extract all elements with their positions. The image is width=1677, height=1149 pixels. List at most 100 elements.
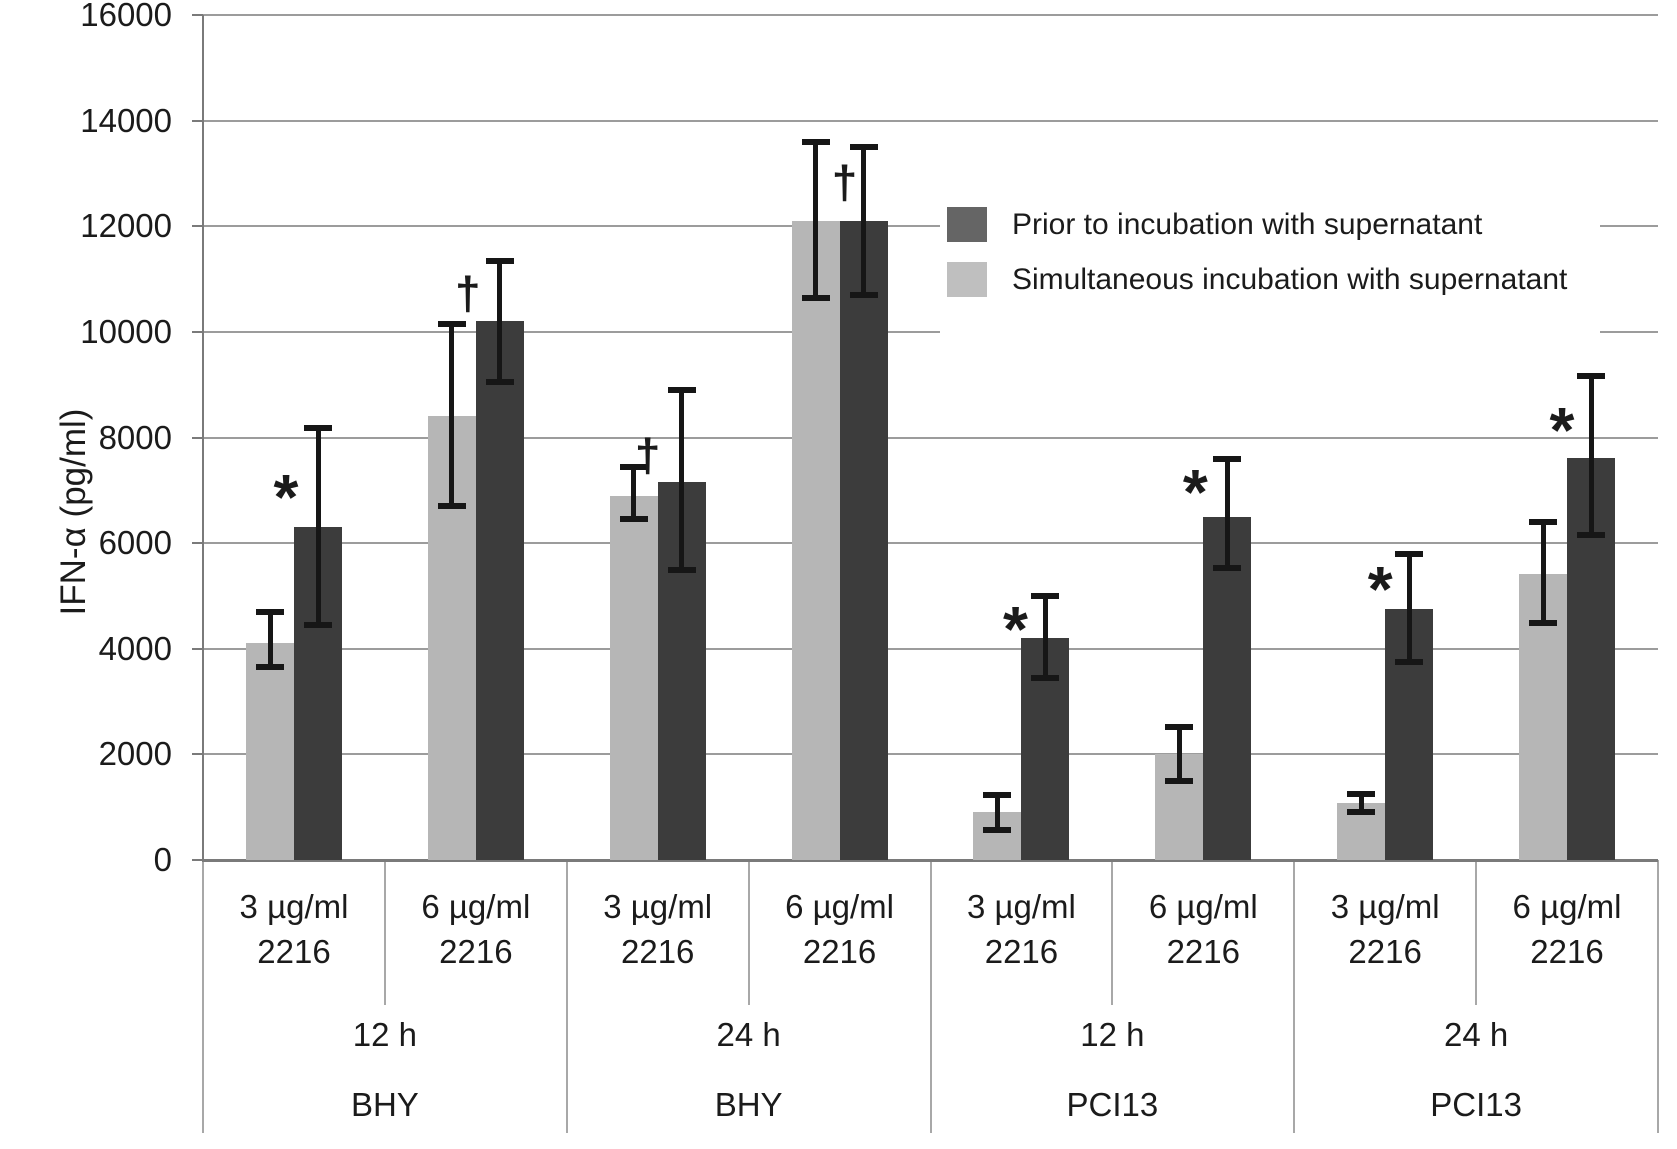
significance-marker: * [1367, 552, 1393, 625]
legend-swatch-prior [947, 207, 987, 242]
error-bar-simultaneous-cap-top [437, 320, 466, 327]
error-bar-simultaneous-cap-bottom [801, 294, 830, 301]
category-divider-minor [383, 860, 386, 1005]
category-agent-label: 2216 [802, 933, 877, 970]
error-bar-prior-whisker [1224, 459, 1230, 568]
error-bar-simultaneous-whisker [267, 611, 273, 668]
error-bar-prior-cap-top [849, 144, 878, 151]
y-axis-tick [192, 436, 203, 439]
error-bar-prior-cap-top [1395, 550, 1424, 557]
error-bar-simultaneous-cap-bottom [1347, 808, 1376, 815]
y-tick-label: 2000 [98, 735, 172, 773]
error-bar-prior-whisker [1588, 375, 1594, 536]
bar-prior [839, 220, 888, 860]
category-dose-label: 6 µg/ml [1512, 888, 1622, 925]
y-tick-label: 16000 [80, 0, 172, 33]
error-bar-prior-whisker [1406, 553, 1412, 663]
legend-label-prior: Prior to incubation with supernatant [1012, 207, 1483, 241]
error-bar-prior-whisker [861, 147, 867, 295]
significance-marker: * [1182, 455, 1208, 528]
error-bar-simultaneous-cap-top [1529, 519, 1557, 525]
error-bar-prior-cap-bottom [667, 566, 696, 573]
error-bar-simultaneous-whisker [1358, 793, 1364, 812]
error-bar-prior-cap-top [485, 257, 514, 264]
y-tick-label: 14000 [80, 101, 172, 139]
category-agent-label: 2216 [439, 933, 513, 970]
category-agent-label: 2216 [620, 933, 695, 970]
error-bar-simultaneous-cap-top [256, 608, 284, 615]
bar-prior [475, 321, 524, 860]
error-bar-simultaneous-cap-bottom [256, 664, 284, 671]
x-axis-line [202, 859, 1658, 862]
error-bar-prior-cap-bottom [304, 621, 332, 628]
error-bar-simultaneous-whisker [813, 141, 819, 298]
error-bar-simultaneous-cap-bottom [983, 826, 1012, 833]
error-bar-prior-cap-bottom [1577, 532, 1605, 539]
gridline [203, 753, 1658, 756]
bar-simultaneous [609, 495, 658, 860]
significance-marker: * [1549, 393, 1575, 466]
error-bar-simultaneous-cap-top [983, 792, 1012, 799]
legend: Prior to incubation with supernatant Sim… [940, 190, 1600, 345]
y-axis-tick [192, 225, 203, 228]
error-bar-simultaneous-whisker [994, 795, 1000, 830]
error-bar-prior-cap-top [667, 386, 696, 393]
category-divider-minor [747, 860, 750, 1005]
significance-marker: † [831, 155, 858, 208]
y-axis-tick [192, 14, 203, 16]
cell-line-label: PCI13 [1066, 1086, 1159, 1123]
cell-line-label: BHY [714, 1086, 783, 1123]
gridline [203, 119, 1658, 122]
gridline [203, 14, 1658, 16]
bar-simultaneous [246, 643, 294, 860]
error-bar-prior-cap-bottom [1031, 674, 1060, 681]
category-divider-major [1293, 860, 1296, 1133]
error-bar-simultaneous-whisker [1176, 726, 1182, 781]
category-divider-minor [1111, 860, 1114, 1005]
time-label: 24 h [716, 1016, 781, 1053]
cell-line-label: PCI13 [1430, 1086, 1522, 1123]
y-tick-label: 0 [153, 841, 172, 878]
significance-marker: * [1002, 592, 1028, 665]
error-bar-prior-cap-bottom [849, 291, 878, 298]
y-axis-tick [192, 542, 203, 545]
cell-line-label: BHY [350, 1086, 419, 1123]
category-divider-major [1657, 860, 1659, 1133]
error-bar-prior-whisker [679, 389, 685, 570]
error-bar-prior-cap-bottom [1213, 564, 1242, 571]
error-bar-simultaneous-whisker [1540, 522, 1546, 624]
y-axis-tick [192, 119, 203, 122]
legend-item-prior: Prior to incubation with supernatant [947, 207, 1482, 242]
error-bar-prior-cap-bottom [485, 379, 514, 386]
category-dose-label: 3 µg/ml [239, 888, 349, 925]
y-axis-tick [192, 330, 203, 333]
error-bar-simultaneous-cap-bottom [1165, 777, 1194, 784]
error-bar-simultaneous-cap-top [619, 463, 648, 470]
error-bar-simultaneous-cap-bottom [437, 503, 466, 510]
gridline [203, 225, 1658, 228]
gridline [203, 330, 1658, 333]
error-bar-simultaneous-whisker [449, 323, 455, 507]
error-bar-prior-cap-top [1577, 372, 1605, 379]
error-bar-prior-cap-top [304, 424, 332, 431]
category-dose-label: 3 µg/ml [966, 888, 1076, 925]
significance-marker: * [273, 460, 299, 533]
error-bar-simultaneous-cap-bottom [619, 516, 648, 523]
category-divider-minor [1475, 860, 1478, 1005]
time-label: 12 h [352, 1016, 417, 1053]
legend-item-simultaneous: Simultaneous incubation with supernatant [947, 262, 1567, 297]
error-bar-prior-whisker [1042, 595, 1048, 678]
gridline [203, 542, 1658, 545]
significance-marker: † [455, 266, 481, 319]
legend-label-simultaneous: Simultaneous incubation with supernatant [1012, 262, 1568, 296]
y-tick-label: 10000 [80, 312, 172, 350]
error-bar-prior-cap-top [1213, 456, 1242, 463]
error-bar-simultaneous-cap-top [1347, 790, 1376, 797]
category-divider-major [202, 860, 204, 1133]
bar-simultaneous [791, 220, 840, 860]
error-bar-prior-cap-bottom [1395, 659, 1424, 666]
error-bar-prior-whisker [315, 427, 321, 625]
error-bar-prior-cap-top [1031, 592, 1060, 599]
gridline [203, 436, 1658, 439]
